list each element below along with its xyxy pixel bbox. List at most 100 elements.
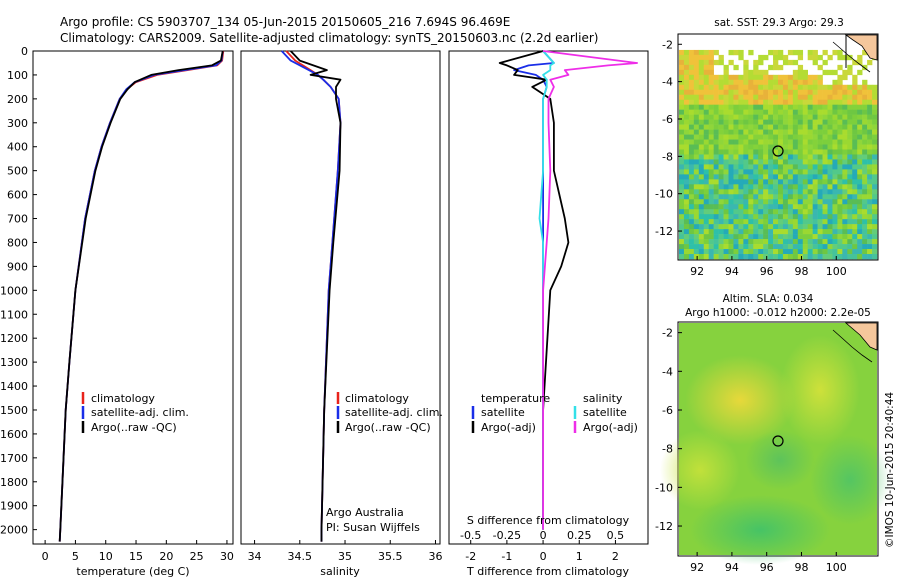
sst-cell xyxy=(782,214,789,220)
sst-cell xyxy=(728,144,734,150)
sst-cell xyxy=(713,214,719,220)
sst-cell xyxy=(738,184,744,190)
sst-cell xyxy=(708,164,714,170)
sst-cell xyxy=(812,54,818,61)
temperature-panel: 0100200300400500600700800900100011001200… xyxy=(0,45,234,578)
sst-cell xyxy=(683,119,690,125)
sst-cell xyxy=(847,104,853,110)
sst-cell xyxy=(827,144,833,150)
sst-cell xyxy=(852,89,858,96)
lat-tick-label: -4 xyxy=(662,76,673,89)
sst-cell xyxy=(837,204,843,210)
sst-cell xyxy=(698,94,705,101)
sst-cell xyxy=(837,239,843,245)
sst-cell xyxy=(763,169,769,175)
sst-cell xyxy=(867,124,873,130)
sst-cell xyxy=(832,114,838,120)
sst-cell xyxy=(862,124,868,130)
sst-cell xyxy=(733,84,739,91)
argo-float-marker xyxy=(772,145,784,157)
sst-cell xyxy=(748,239,754,245)
legend-s-argo-label: Argo(-adj) xyxy=(583,421,638,434)
sst-cell xyxy=(708,104,714,110)
sst-cell xyxy=(683,139,690,145)
land-sumatra xyxy=(844,34,878,61)
sst-cell xyxy=(837,254,843,260)
sst-cell xyxy=(763,219,769,225)
sst-cell xyxy=(787,229,794,235)
sst-cell xyxy=(733,169,739,175)
sst-cell xyxy=(708,244,714,250)
sst-cell xyxy=(708,84,714,91)
sst-cell xyxy=(723,249,729,255)
sst-cell xyxy=(822,169,828,175)
sst-cell xyxy=(693,79,700,86)
sst-cell xyxy=(778,99,784,105)
salinity-panel: 34 34.5 35 35.5 36 salinity climatology sate… xyxy=(240,50,443,578)
sst-cell xyxy=(693,119,700,125)
sst-cell xyxy=(842,99,848,105)
sst-cell xyxy=(862,109,868,115)
sst-cell xyxy=(817,254,823,260)
sst-cell xyxy=(708,254,714,260)
sst-cell xyxy=(718,129,724,135)
difference-profiles xyxy=(498,50,638,530)
sst-cell xyxy=(847,129,853,135)
sst-cell xyxy=(708,109,714,115)
sst-cell xyxy=(797,199,804,205)
sst-cell xyxy=(867,59,873,66)
sst-cell xyxy=(842,164,848,170)
sst-cell xyxy=(763,199,769,205)
sst-cell xyxy=(713,109,719,115)
sst-cell xyxy=(807,139,813,145)
sst-cell xyxy=(743,79,749,86)
sst-cell xyxy=(693,219,700,225)
depth-tick-label: 600 xyxy=(7,189,28,202)
sst-cell xyxy=(862,249,868,255)
sst-cell xyxy=(753,124,759,130)
sst-cell xyxy=(802,134,808,140)
sst-cell xyxy=(797,174,804,180)
sst-cell xyxy=(733,79,739,86)
sst-cell xyxy=(862,199,868,205)
sst-cell xyxy=(693,174,700,180)
sst-cell xyxy=(738,244,744,250)
sst-cell xyxy=(679,224,685,230)
sst-cell xyxy=(782,149,789,155)
sst-cell xyxy=(827,84,833,91)
sst-cell xyxy=(718,199,724,205)
sst-cell xyxy=(778,139,784,145)
sst-cell xyxy=(797,74,804,81)
sst-cell xyxy=(743,109,749,115)
sst-cell xyxy=(812,254,818,260)
sst-cell xyxy=(743,229,749,235)
sst-cell xyxy=(698,99,705,105)
sst-cell xyxy=(792,124,799,130)
sst-cell xyxy=(748,79,754,86)
sst-cell xyxy=(688,249,695,255)
sst-cell xyxy=(778,239,784,245)
sst-cell xyxy=(787,99,794,105)
sst-cell xyxy=(703,144,709,150)
sst-cell xyxy=(703,204,709,210)
sst-cell xyxy=(837,224,843,230)
sst-cell xyxy=(827,234,833,240)
sst-cell xyxy=(679,109,685,115)
sst-cell xyxy=(812,179,818,185)
sst-cell xyxy=(773,194,779,200)
sst-cell xyxy=(733,149,739,155)
sst-cell xyxy=(807,199,813,205)
x-tick-label: 34 xyxy=(248,550,262,563)
sst-cell xyxy=(743,179,749,185)
sst-cell xyxy=(738,54,744,61)
sst-cell xyxy=(758,144,764,150)
difference-panel: -2 -1 0 1 2-0.5 -0.25 0 0.25 0.5 S difference fr… xyxy=(448,50,649,578)
sst-cell xyxy=(817,84,823,91)
sst-cell xyxy=(743,134,749,140)
sst-cell xyxy=(703,104,709,110)
sst-cell xyxy=(768,94,774,101)
sst-cell xyxy=(693,254,700,260)
sst-cell xyxy=(792,204,799,210)
sst-cell xyxy=(782,189,789,195)
sst-cell xyxy=(807,74,813,81)
